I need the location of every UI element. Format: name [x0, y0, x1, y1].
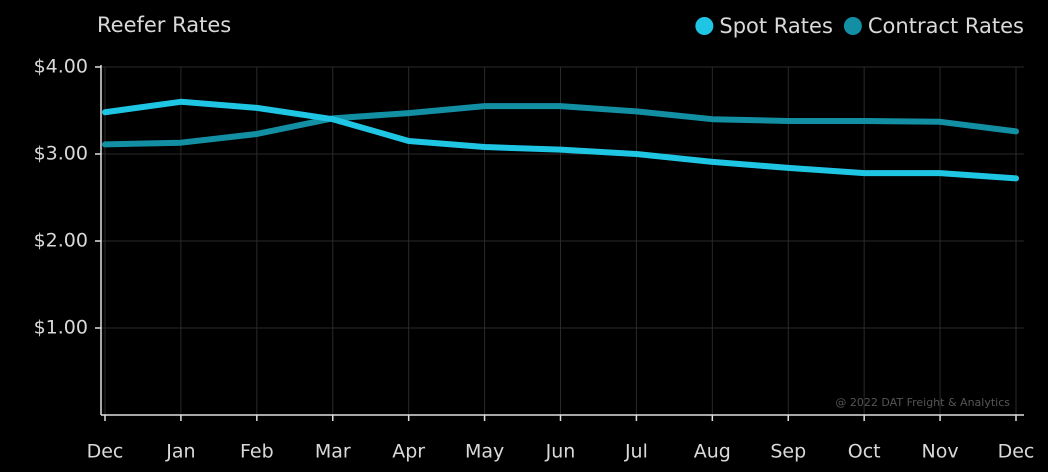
x-tick-label: Aug: [694, 441, 731, 463]
y-tick-label: $1.00: [34, 317, 88, 339]
x-tick-label: Dec: [87, 441, 124, 463]
x-tick-label: Sep: [770, 441, 806, 463]
legend-marker: [843, 17, 862, 35]
x-tick-label: Apr: [392, 441, 425, 463]
legend-marker: [695, 17, 714, 35]
legend-label: Contract Rates: [868, 14, 1024, 38]
x-tick-label: Nov: [922, 441, 959, 463]
y-tick-label: $3.00: [34, 143, 88, 165]
legend: Contract Rates Spot Rates: [695, 14, 1024, 38]
x-tick-label: Jun: [545, 441, 576, 463]
x-tick-label: Jul: [624, 441, 648, 463]
watermark: @ 2022 DAT Freight & Analytics: [835, 396, 1010, 409]
x-tick-label: Dec: [998, 441, 1035, 463]
y-tick-label: $2.00: [34, 230, 88, 252]
x-tick-label: Oct: [848, 441, 881, 463]
x-tick-label: May: [465, 441, 504, 463]
series-line: [102, 103, 1019, 148]
x-tick-label: Jan: [165, 441, 195, 463]
legend-label: Spot Rates: [719, 14, 833, 38]
chart-title: Reefer Rates: [97, 13, 231, 37]
x-tick-label: Mar: [315, 441, 351, 463]
y-tick-label: $4.00: [34, 56, 88, 78]
series-line: [102, 98, 1019, 182]
x-tick-label: Feb: [240, 441, 274, 463]
